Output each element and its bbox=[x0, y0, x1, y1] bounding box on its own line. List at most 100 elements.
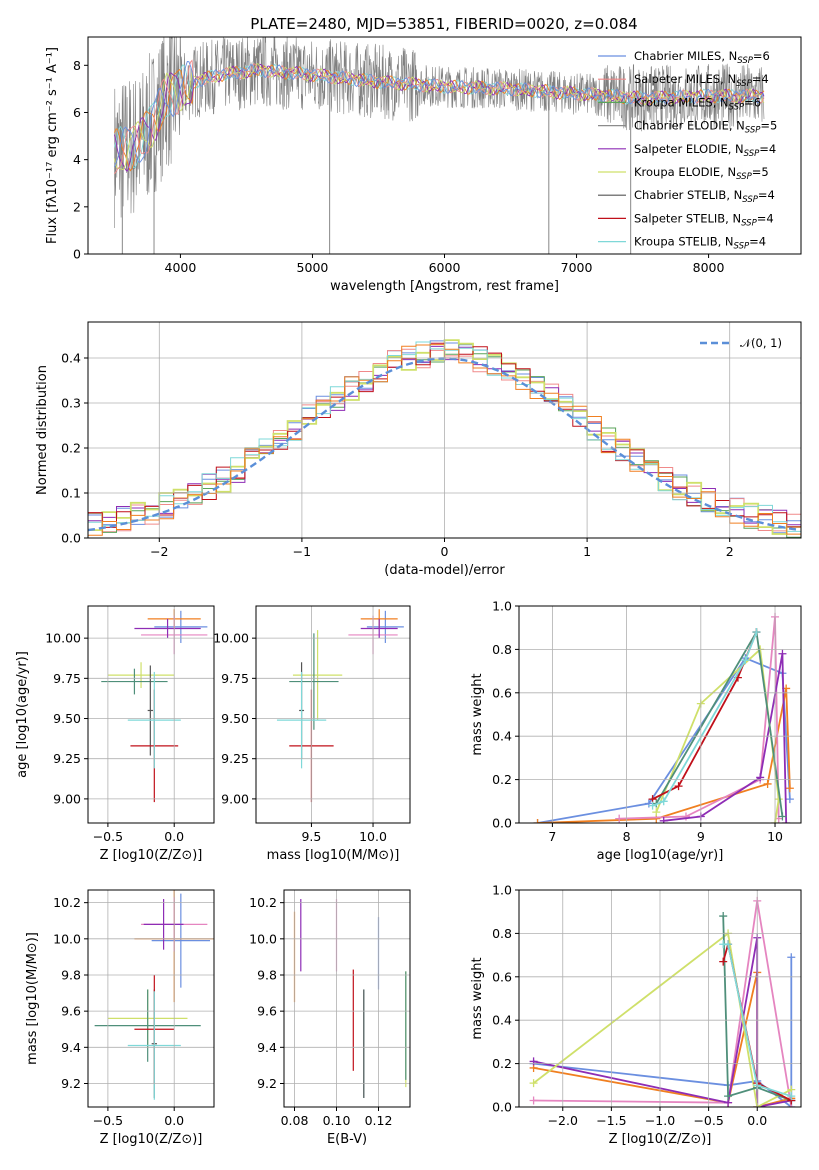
y-axis-label: Flux [fλ10⁻¹⁷ erg cm⁻² s⁻¹ A⁻¹] bbox=[45, 47, 60, 244]
axes-frame bbox=[87, 321, 802, 539]
y-tick-label: 0.4 bbox=[61, 351, 81, 366]
y-tick-label: 9.75 bbox=[53, 671, 81, 686]
weight-marker bbox=[787, 1092, 796, 1101]
y-tick-label: 10.00 bbox=[45, 631, 81, 646]
y-axis-label: age [log10(age/yr)] bbox=[15, 651, 30, 778]
x-tick-label: −2 bbox=[150, 544, 168, 559]
y-tick-label: 1.0 bbox=[492, 883, 512, 898]
weight-marker bbox=[674, 782, 683, 791]
x-tick-label: 8 bbox=[623, 829, 631, 844]
legend-label: Salpeter STELIB, NSSP=4 bbox=[634, 211, 774, 228]
error-point bbox=[101, 668, 168, 695]
legend-label: Kroupa STELIB, NSSP=4 bbox=[634, 235, 766, 252]
panel-weight-vs-age: 0.0 0.2 0.4 0.6 0.8 1.0 7 8 9 10 age [log10(age/yr… bbox=[470, 599, 802, 863]
figure-title: PLATE=2480, MJD=53851, FIBERID=0020, z=0… bbox=[250, 15, 637, 33]
y-tick-label: 1.0 bbox=[492, 599, 512, 614]
y-tick-label: 9.75 bbox=[221, 671, 249, 686]
x-axis-label: mass [log10(M/M⊙)] bbox=[267, 848, 400, 863]
panel-spectrum: 0 2 4 6 8 4000 5000 6000 7000 8000 wavelength [Ang… bbox=[45, 36, 802, 294]
plot-area bbox=[113, 37, 765, 254]
x-tick-label: −2.0 bbox=[548, 1113, 578, 1128]
x-tick-label: 1 bbox=[583, 544, 591, 559]
error-point bbox=[289, 633, 339, 730]
y-tick-label: 0.2 bbox=[61, 441, 81, 456]
y-tick-label: 9.25 bbox=[53, 751, 81, 766]
legend-label: Salpeter ELODIE, NSSP=4 bbox=[634, 142, 776, 159]
error-point bbox=[151, 893, 211, 988]
legend-label: Kroupa ELODIE, NSSP=5 bbox=[634, 165, 769, 182]
error-point bbox=[127, 991, 181, 1100]
x-axis-label: Z [log10(Z/Z⊙)] bbox=[100, 1132, 203, 1147]
y-tick-label: 9.25 bbox=[221, 751, 249, 766]
x-tick-label: 10 bbox=[767, 829, 783, 844]
y-tick-label: 9.6 bbox=[257, 1004, 277, 1019]
x-axis-label: age [log10(age/yr)] bbox=[597, 848, 724, 863]
y-tick-label: 9.4 bbox=[61, 1040, 81, 1055]
weight-marker bbox=[652, 808, 661, 817]
y-tick-label: 2 bbox=[73, 199, 81, 214]
x-tick-label: 9.5 bbox=[301, 829, 321, 844]
weight-line bbox=[722, 915, 792, 1102]
panel-mass-vs-EBV: 9.2 9.4 9.6 9.8 10.0 10.2 0.08 0.10 0.12 E(B-V) bbox=[249, 889, 411, 1147]
y-tick-label: 9.6 bbox=[61, 1004, 81, 1019]
y-tick-label: 10.2 bbox=[249, 895, 277, 910]
weight-marker bbox=[724, 940, 733, 949]
weight-marker bbox=[763, 779, 772, 788]
legend: Chabrier MILES, NSSP=6 Salpeter MILES, NS… bbox=[598, 49, 777, 252]
weight-line bbox=[533, 900, 793, 1107]
y-tick-label: 10.00 bbox=[213, 631, 249, 646]
axes-frame bbox=[283, 889, 411, 1108]
error-point bbox=[292, 630, 343, 721]
normal-curve bbox=[88, 357, 799, 532]
error-point bbox=[134, 618, 201, 639]
x-tick-label: 8000 bbox=[693, 260, 725, 275]
y-tick-label: 9.00 bbox=[53, 791, 81, 806]
observed-spectrum bbox=[114, 37, 765, 229]
weight-marker bbox=[659, 816, 668, 823]
x-axis-label: Z [log10(Z/Z⊙)] bbox=[609, 1132, 712, 1147]
x-tick-label: −1 bbox=[293, 544, 311, 559]
x-tick-label: −0.5 bbox=[693, 1113, 723, 1128]
error-point bbox=[276, 671, 327, 769]
x-axis-label: wavelength [Angstrom, rest frame] bbox=[330, 279, 559, 294]
y-tick-label: 0 bbox=[73, 247, 81, 262]
y-tick-label: 0.2 bbox=[492, 772, 512, 787]
axes-frame bbox=[255, 605, 411, 824]
y-tick-label: 0.0 bbox=[492, 1100, 512, 1115]
panel-mass-vs-Z: 9.2 9.4 9.6 9.8 10.0 10.2 −0.5 0.0 Z [log10(Z/Z⊙… bbox=[25, 889, 215, 1147]
weight-marker bbox=[533, 819, 542, 823]
y-axis-label: Normed distribution bbox=[35, 365, 50, 495]
panel-weight-vs-Z: 0.0 0.2 0.4 0.6 0.8 1.0 −2.0 −1.5 −1.0 −0.5 0.0 Z [… bbox=[470, 883, 802, 1147]
weight-marker bbox=[752, 628, 761, 637]
x-tick-label: 4000 bbox=[165, 260, 197, 275]
axes-frame bbox=[87, 36, 802, 255]
x-tick-label: 0.0 bbox=[747, 1113, 767, 1128]
panel-age-vs-mass: 9.00 9.25 9.50 9.75 10.00 9.5 10.0 mass [log10(… bbox=[213, 605, 411, 863]
error-point bbox=[127, 671, 181, 769]
axes-frame bbox=[518, 889, 802, 1108]
error-point bbox=[143, 899, 184, 950]
y-tick-label: 9.50 bbox=[53, 711, 81, 726]
x-tick-label: 5000 bbox=[297, 260, 329, 275]
weight-marker bbox=[529, 1057, 538, 1066]
x-tick-label: 0.0 bbox=[164, 829, 184, 844]
legend-label: 𝒩(0, 1) bbox=[740, 336, 782, 350]
legend-label: Chabrier MILES, NSSP=6 bbox=[634, 49, 770, 66]
error-point bbox=[94, 989, 201, 1062]
panel-age-vs-Z: 9.00 9.25 9.50 9.75 10.00 −0.5 0.0 Z [log10(Z/Z… bbox=[15, 605, 215, 863]
error-point bbox=[360, 618, 398, 639]
y-tick-label: 10.0 bbox=[53, 931, 81, 946]
y-tick-label: 9.8 bbox=[61, 967, 81, 982]
weight-line bbox=[533, 972, 792, 1107]
x-tick-label: −0.5 bbox=[93, 1113, 123, 1128]
x-tick-label: 6000 bbox=[429, 260, 461, 275]
x-tick-label: 0 bbox=[441, 544, 449, 559]
model-spectrum bbox=[114, 59, 765, 175]
x-axis-label: Z [log10(Z/Z⊙)] bbox=[100, 848, 203, 863]
weight-marker bbox=[681, 812, 690, 821]
weight-marker bbox=[529, 1079, 538, 1088]
y-tick-label: 9.2 bbox=[61, 1076, 81, 1091]
plot-area bbox=[529, 896, 796, 1107]
weight-marker bbox=[778, 649, 787, 658]
